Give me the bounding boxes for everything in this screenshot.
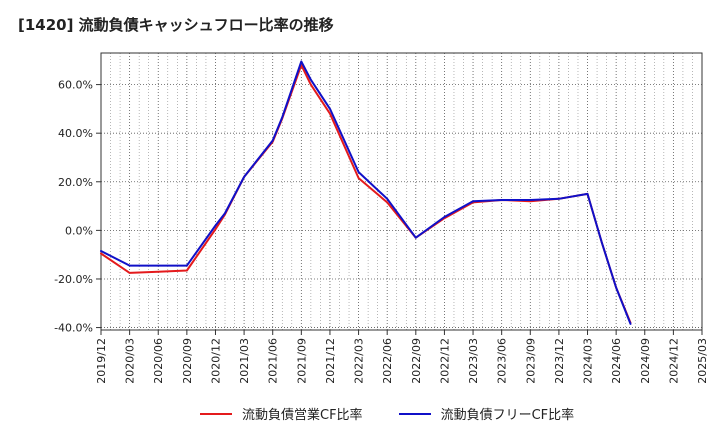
- x-tick-label: 2021/09: [295, 338, 308, 384]
- x-tick-label: 2024/12: [667, 338, 680, 384]
- y-tick-label: 40.0%: [58, 127, 93, 140]
- x-tick-label: 2020/03: [124, 338, 137, 384]
- x-tick-label: 2025/03: [696, 338, 709, 384]
- legend-label-free-cf: 流動負債フリーCF比率: [440, 408, 575, 423]
- plot-frame: [100, 52, 703, 331]
- legend: 流動負債営業CF比率 流動負債フリーCF比率: [200, 404, 574, 423]
- x-tick-label: 2019/12: [95, 338, 108, 384]
- legend-swatch-free-cf: [398, 412, 431, 415]
- x-tick-label: 2021/06: [267, 338, 280, 384]
- plot-area: [101, 53, 702, 330]
- x-tick-label: 2020/06: [152, 338, 165, 384]
- x-tick-label: 2020/12: [209, 338, 222, 384]
- legend-label-operating-cf: 流動負債営業CF比率: [242, 408, 363, 423]
- y-tick-label: 0.0%: [65, 224, 93, 237]
- x-tick-label: 2020/09: [181, 338, 194, 384]
- y-tick-label: -20.0%: [54, 273, 93, 286]
- series-line-free-cf: [100, 60, 632, 325]
- x-tick-label: 2024/09: [639, 338, 652, 384]
- y-tick-label: 60.0%: [58, 79, 93, 92]
- x-tick-label: 2022/06: [381, 338, 394, 384]
- x-tick-label: 2022/03: [353, 338, 366, 384]
- legend-item-free-cf: 流動負債フリーCF比率: [398, 404, 575, 423]
- chart-title: [1420] 流動負債キャッシュフロー比率の推移: [18, 16, 334, 34]
- x-tick-label: 2023/09: [524, 338, 537, 384]
- legend-swatch-operating-cf: [200, 412, 232, 415]
- x-tick-label: 2024/06: [610, 338, 623, 384]
- x-tick-label: 2022/12: [438, 338, 451, 384]
- y-tick-label: -40.0%: [54, 322, 93, 335]
- x-tick-label: 2023/03: [467, 338, 480, 384]
- x-tick-label: 2023/12: [553, 338, 566, 384]
- x-tick-label: 2024/03: [582, 338, 595, 384]
- x-tick-label: 2022/09: [410, 338, 423, 384]
- y-tick-label: 20.0%: [58, 176, 93, 189]
- x-tick-label: 2023/06: [496, 338, 509, 384]
- x-tick-label: 2021/03: [238, 338, 251, 384]
- legend-item-operating-cf: 流動負債営業CF比率: [200, 404, 363, 423]
- x-tick-label: 2021/12: [324, 338, 337, 384]
